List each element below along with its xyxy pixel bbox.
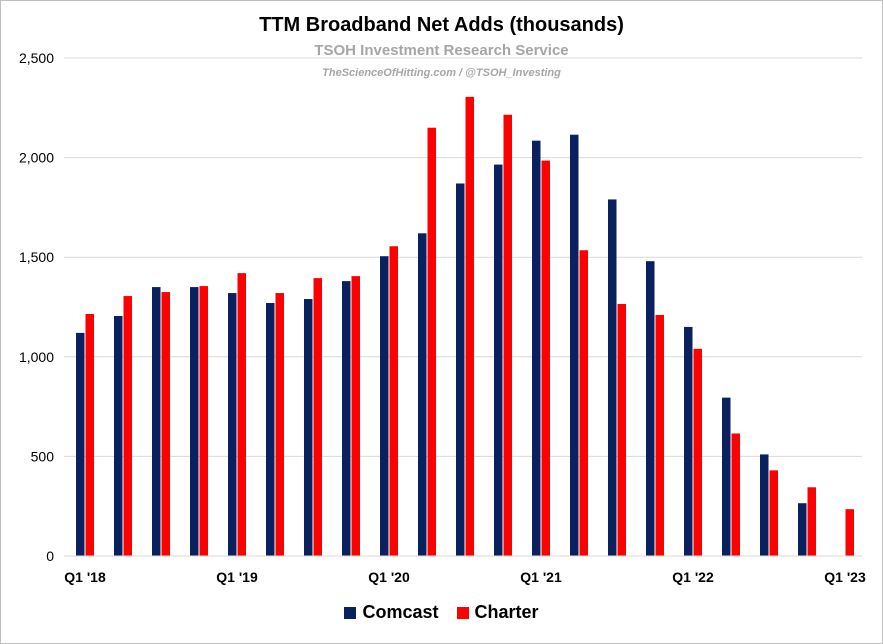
bar-comcast-13 <box>570 134 579 556</box>
bar-comcast-17 <box>722 397 731 556</box>
x-tick-label: Q1 '22 <box>672 569 714 585</box>
chart-title: TTM Broadband Net Adds (thousands) <box>259 14 624 36</box>
chart-subtitle: TSOH Investment Research Service <box>314 42 569 59</box>
bar-comcast-1 <box>114 315 123 556</box>
bar-charter-8 <box>389 246 398 556</box>
x-tick-label: Q1 '19 <box>216 569 258 585</box>
bar-charter-1 <box>123 296 132 556</box>
bar-charter-4 <box>237 273 246 556</box>
y-tick-label: 2,000 <box>19 150 54 166</box>
bar-comcast-3 <box>190 287 199 556</box>
bar-comcast-11 <box>494 164 503 556</box>
bar-charter-7 <box>351 276 360 556</box>
bar-charter-19 <box>807 487 816 556</box>
y-tick-label: 1,500 <box>19 249 54 265</box>
bar-comcast-9 <box>418 233 427 556</box>
bar-charter-6 <box>313 278 322 556</box>
y-tick-label: 1,000 <box>19 349 54 365</box>
y-tick-label: 2,500 <box>19 50 54 66</box>
bar-charter-2 <box>161 292 170 556</box>
legend-swatch-charter <box>456 606 469 619</box>
bar-charter-0 <box>85 313 94 556</box>
legend: Comcast Charter <box>0 602 883 623</box>
legend-label-comcast: Comcast <box>362 602 439 622</box>
bar-charter-17 <box>731 433 740 556</box>
bar-charter-13 <box>579 250 588 556</box>
bar-comcast-15 <box>646 261 655 556</box>
bar-charter-5 <box>275 293 284 556</box>
bar-charter-16 <box>693 348 702 556</box>
x-tick-label: Q1 '18 <box>64 569 106 585</box>
x-tick-label: Q1 '20 <box>368 569 410 585</box>
bar-comcast-2 <box>152 287 161 556</box>
bar-comcast-16 <box>684 326 693 556</box>
y-tick-label: 500 <box>31 448 55 464</box>
bar-comcast-4 <box>228 293 237 556</box>
chart-credit: TheScienceOfHitting.com / @TSOH_Investin… <box>322 67 561 79</box>
bar-comcast-8 <box>380 256 389 556</box>
x-tick-label: Q1 '23 <box>824 569 866 585</box>
bar-charter-11 <box>503 114 512 556</box>
bar-comcast-5 <box>266 303 275 556</box>
bar-charter-18 <box>769 470 778 556</box>
bar-charter-10 <box>465 96 474 557</box>
bar-comcast-6 <box>304 299 313 556</box>
bar-charter-12 <box>541 160 550 556</box>
bar-comcast-14 <box>608 199 617 556</box>
bar-comcast-18 <box>760 454 769 556</box>
bar-comcast-7 <box>342 281 351 556</box>
legend-swatch-comcast <box>344 606 357 619</box>
bar-charter-9 <box>427 127 436 556</box>
y-tick-label: 0 <box>46 548 54 564</box>
legend-item-comcast: Comcast <box>344 602 439 623</box>
legend-item-charter: Charter <box>456 602 539 623</box>
legend-label-charter: Charter <box>474 602 539 622</box>
bar-comcast-12 <box>532 140 541 556</box>
bar-charter-15 <box>655 314 664 556</box>
bar-charter-20 <box>845 509 854 556</box>
bar-comcast-0 <box>76 332 85 556</box>
bar-comcast-19 <box>798 503 807 556</box>
bar-charter-3 <box>199 286 208 556</box>
bar-comcast-10 <box>456 183 465 556</box>
bar-charter-14 <box>617 304 626 556</box>
x-tick-label: Q1 '21 <box>520 569 562 585</box>
